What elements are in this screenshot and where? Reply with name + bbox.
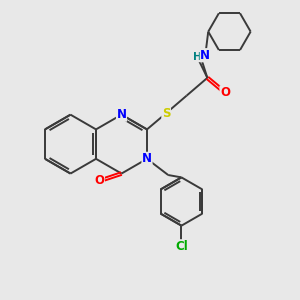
Text: H: H xyxy=(193,52,201,62)
Text: N: N xyxy=(116,108,127,121)
Text: S: S xyxy=(162,107,170,120)
Text: N: N xyxy=(200,49,210,62)
Text: Cl: Cl xyxy=(175,240,188,253)
Text: N: N xyxy=(142,152,152,165)
Text: O: O xyxy=(220,86,230,99)
Text: O: O xyxy=(94,174,104,188)
